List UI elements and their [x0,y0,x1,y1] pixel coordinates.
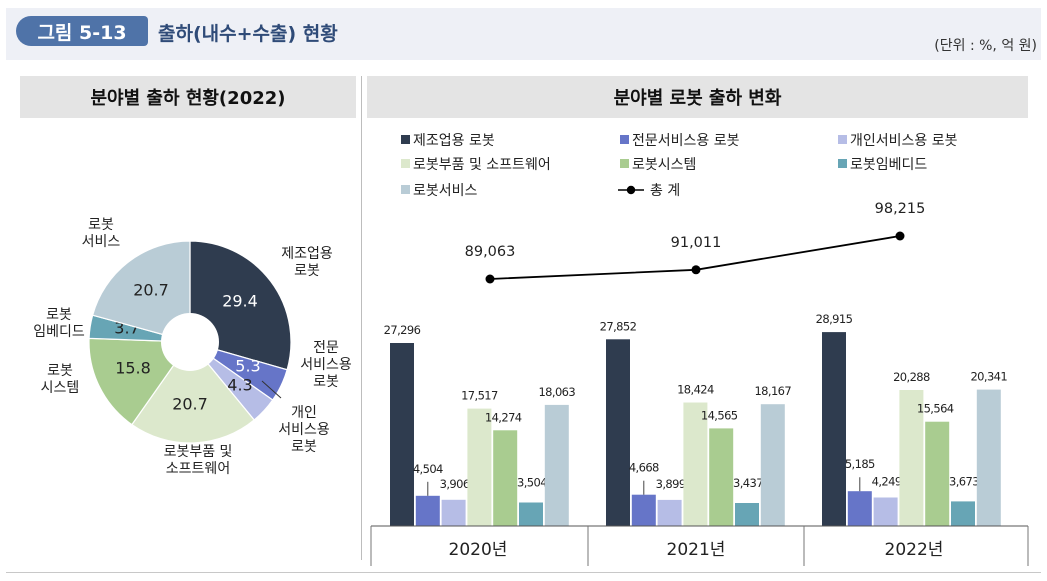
legend-label: 로봇시스템 [632,157,696,173]
pie-value-label: 20.7 [172,395,208,414]
legend-label: 제조업용 로봇 [413,133,495,149]
bar [925,421,950,526]
bar-value-label: 5,185 [845,457,875,471]
legend-label: 총 계 [650,183,680,199]
bar-value-label: 3,437 [733,476,763,490]
bar-value-label: 14,565 [701,408,738,422]
x-tick-label: 2021년 [667,540,726,560]
bar [631,494,656,526]
pie-slice-label: 개인 서비스용 로봇 [278,405,330,455]
pie-panel-title: 분야별 출하 현황(2022) [20,76,356,118]
bar [709,428,734,526]
pie-value-label: 15.8 [115,359,151,378]
bar [735,503,759,526]
bar [519,502,543,526]
bar-value-label: 27,296 [384,323,421,337]
bar [606,339,630,526]
legend-total-marker [626,185,636,195]
bar-value-label: 3,673 [949,474,979,488]
total-value-label: 98,215 [875,201,926,217]
leader-line [261,380,282,399]
total-point [895,231,905,241]
bar-value-label: 15,564 [917,402,954,416]
bar-value-label: 17,517 [461,389,498,403]
panel-divider [361,76,362,560]
bar-value-label: 28,915 [816,312,853,326]
bar-value-label: 14,274 [485,410,522,424]
bar-value-label: 20,288 [893,370,930,384]
bottom-rule [6,572,1041,573]
legend-swatch [620,159,629,168]
legend-label: 개인서비스용 로봇 [850,133,958,149]
legend-swatch [401,185,410,194]
bar-value-label: 18,424 [677,382,714,396]
bar [544,404,569,526]
bar [760,404,785,526]
bar [441,499,466,526]
pie-slice-label: 로봇 임베디드 [33,307,85,340]
bar-value-label: 18,167 [754,384,791,398]
unit-label: (단위 : %, 억 원) [934,38,1037,54]
bar-value-label: 3,899 [656,477,686,491]
legend-swatch [838,159,847,168]
bar-value-label: 3,906 [440,477,470,491]
pie-slice [88,337,192,426]
figure-title: 출하(내수+수출) 현황 [158,23,338,45]
total-point [485,274,495,284]
bar [873,497,898,526]
bar [390,343,414,526]
legend-swatch [838,135,847,144]
pie-slice [131,341,256,444]
bar [683,402,708,526]
pie-value-label: 29.4 [222,292,258,311]
legend-label: 로봇부품 및 소프트웨어 [413,157,551,173]
bar [976,389,1001,526]
bar-panel-title: 분야별 로봇 출하 변화 [367,76,1028,118]
bar-value-label: 4,504 [413,462,443,476]
bar [467,408,492,526]
pie-slice-label: 로봇 시스템 [41,363,80,396]
x-tick-label: 2022년 [885,540,944,560]
bar [657,499,682,526]
legend-label: 로봇서비스 [413,183,478,199]
bar-value-label: 18,063 [538,385,575,399]
pie-value-label: 5.3 [235,357,260,376]
total-point [691,265,701,275]
bar [951,501,975,526]
bar [822,332,846,526]
legend-swatch [620,135,629,144]
total-value-label: 89,063 [465,244,516,260]
bar-value-label: 20,341 [970,370,1007,384]
bar-value-label: 3,504 [517,476,547,490]
bar [899,390,924,526]
total-value-label: 91,011 [671,235,722,251]
bar [847,491,872,526]
pie-value-label: 20.7 [133,281,169,300]
x-tick-label: 2020년 [449,540,508,560]
donut-hole [161,313,219,371]
bar [493,430,518,526]
legend-swatch [401,135,410,144]
pie-value-label: 4.3 [227,376,252,395]
pie-slice-label: 로봇 서비스 [82,217,121,250]
legend-label: 전문서비스용 로봇 [632,133,740,149]
pie-slice-label: 전문 서비스용 로봇 [300,340,352,390]
header-band [6,8,1041,60]
bar [415,495,440,526]
bar-value-label: 27,852 [600,319,637,333]
bar-value-label: 4,249 [872,475,902,489]
pie-slice-label: 제조업용 로봇 [281,246,333,279]
pie-slice [91,240,191,343]
bar-value-label: 4,668 [629,461,659,475]
legend-label: 로봇임베디드 [850,157,927,173]
figure-number-badge: 그림 5-13 [16,16,148,46]
legend-swatch [401,159,410,168]
pie-slice-label: 로봇부품 및 소프트웨어 [164,444,233,477]
